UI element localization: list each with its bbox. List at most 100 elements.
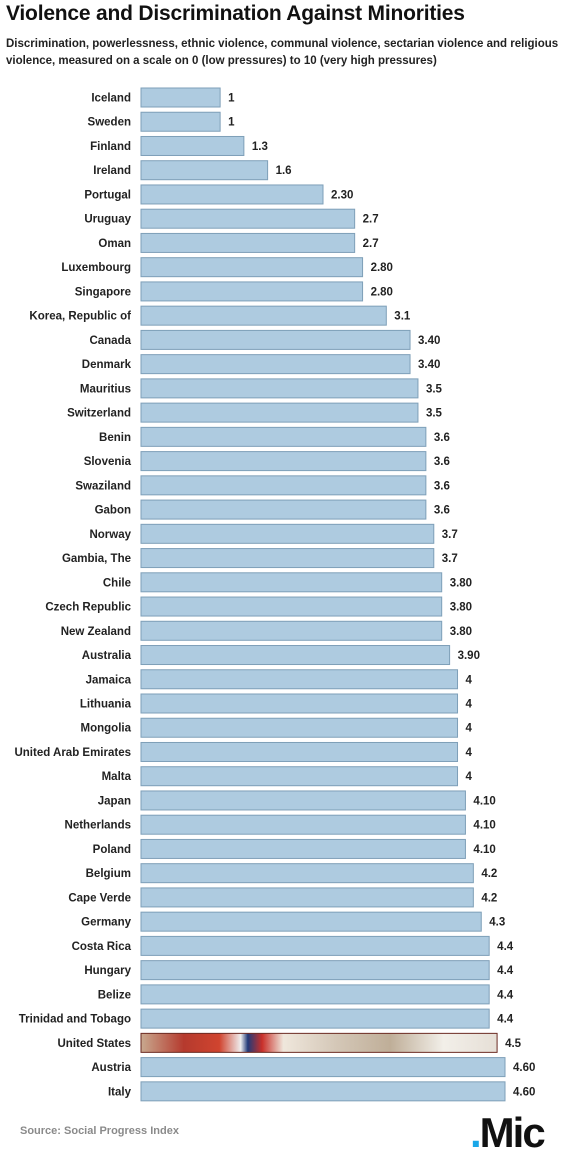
value-label-belize: 4.4: [497, 989, 514, 1001]
category-label-korea-republic-of: Korea, Republic of: [29, 311, 131, 323]
category-label-japan: Japan: [98, 795, 131, 807]
value-label-czech-republic: 3.80: [450, 602, 472, 614]
chart-subtitle: Discrimination, powerlessness, ethnic vi…: [6, 38, 559, 67]
category-label-sweden: Sweden: [88, 117, 131, 129]
bar-czech-republic: [140, 596, 443, 617]
category-label-singapore: Singapore: [75, 286, 131, 298]
category-label-slovenia: Slovenia: [84, 456, 132, 468]
value-label-lithuania: 4: [466, 699, 473, 711]
bar-denmark: [140, 354, 411, 375]
bar-slovenia: [140, 451, 427, 472]
category-label-uruguay: Uruguay: [84, 214, 131, 226]
bar-finland: [140, 135, 245, 156]
value-label-new-zealand: 3.80: [450, 626, 472, 638]
value-label-canada: 3.40: [418, 335, 440, 347]
value-label-australia: 3.90: [458, 650, 480, 662]
bar-italy: [140, 1081, 506, 1102]
category-label-hungary: Hungary: [84, 965, 131, 977]
value-label-norway: 3.7: [442, 529, 458, 541]
category-label-switzerland: Switzerland: [67, 408, 131, 420]
value-label-mongolia: 4: [466, 723, 473, 735]
bar-belize: [140, 984, 490, 1005]
category-label-finland: Finland: [90, 141, 131, 153]
bar-uruguay: [140, 208, 356, 229]
value-label-italy: 4.60: [513, 1086, 535, 1098]
bar-malta: [140, 766, 459, 787]
category-label-new-zealand: New Zealand: [61, 626, 131, 638]
value-label-gabon: 3.6: [434, 505, 450, 517]
category-label-netherlands: Netherlands: [65, 820, 131, 832]
category-label-poland: Poland: [93, 844, 131, 856]
value-label-united-arab-emirates: 4: [466, 747, 473, 759]
bar-japan: [140, 790, 466, 811]
value-label-slovenia: 3.6: [434, 456, 450, 468]
value-label-japan: 4.10: [473, 795, 495, 807]
bar-benin: [140, 426, 427, 447]
value-label-oman: 2.7: [363, 238, 379, 250]
category-label-australia: Australia: [82, 650, 132, 662]
bar-mauritius: [140, 378, 419, 399]
source-note: Source: Social Progress Index: [20, 1125, 179, 1137]
bar-gambia-the: [140, 548, 435, 569]
value-label-jamaica: 4: [466, 674, 473, 686]
value-label-benin: 3.6: [434, 432, 450, 444]
category-label-iceland: Iceland: [91, 93, 131, 105]
bar-oman: [140, 232, 356, 253]
category-label-gambia-the: Gambia, The: [62, 553, 131, 565]
value-label-belgium: 4.2: [481, 868, 497, 880]
bar-swaziland: [140, 475, 427, 496]
value-label-korea-republic-of: 3.1: [394, 311, 411, 323]
category-label-benin: Benin: [99, 432, 131, 444]
bar-austria: [140, 1057, 506, 1078]
category-label-italy: Italy: [108, 1086, 132, 1098]
value-label-denmark: 3.40: [418, 359, 440, 371]
logo-dot: .: [470, 1109, 482, 1156]
bar-australia: [140, 645, 451, 666]
bar-canada: [140, 329, 411, 350]
bar-belgium: [140, 863, 474, 884]
bar-netherlands: [140, 814, 466, 835]
value-label-swaziland: 3.6: [434, 480, 450, 492]
bar-germany: [140, 911, 482, 932]
bar-norway: [140, 523, 435, 544]
logo-text: Mic: [479, 1109, 546, 1156]
bar-costa-rica: [140, 935, 490, 956]
category-label-cape-verde: Cape Verde: [68, 892, 131, 904]
category-label-united-states: United States: [58, 1038, 132, 1050]
category-label-germany: Germany: [81, 917, 131, 929]
bar-korea-republic-of: [140, 305, 387, 326]
bar-poland: [140, 838, 466, 859]
category-label-mongolia: Mongolia: [81, 723, 132, 735]
value-label-united-states: 4.5: [505, 1038, 522, 1050]
bar-chile: [140, 572, 443, 593]
category-label-malta: Malta: [102, 771, 132, 783]
category-label-chile: Chile: [103, 577, 131, 589]
category-label-jamaica: Jamaica: [86, 674, 132, 686]
bar-new-zealand: [140, 620, 443, 641]
bar-jamaica: [140, 669, 459, 690]
bar-iceland: [140, 87, 221, 108]
category-label-denmark: Denmark: [82, 359, 132, 371]
bar-luxembourg: [140, 257, 364, 278]
value-label-uruguay: 2.7: [363, 214, 379, 226]
mic-logo: .Mic: [470, 1108, 546, 1158]
bar-gabon: [140, 499, 427, 520]
category-label-swaziland: Swaziland: [75, 480, 131, 492]
value-label-austria: 4.60: [513, 1062, 535, 1074]
value-label-switzerland: 3.5: [426, 408, 443, 420]
category-label-gabon: Gabon: [95, 505, 131, 517]
category-label-czech-republic: Czech Republic: [45, 602, 131, 614]
bar-cape-verde: [140, 887, 474, 908]
value-label-gambia-the: 3.7: [442, 553, 458, 565]
value-label-cape-verde: 4.2: [481, 892, 497, 904]
category-label-belgium: Belgium: [86, 868, 131, 880]
bar-singapore: [140, 281, 364, 302]
value-label-trinidad-and-tobago: 4.4: [497, 1014, 514, 1026]
value-label-mauritius: 3.5: [426, 383, 443, 395]
bar-switzerland: [140, 402, 419, 423]
category-label-trinidad-and-tobago: Trinidad and Tobago: [19, 1014, 131, 1026]
value-label-hungary: 4.4: [497, 965, 514, 977]
bars-group: Iceland 1 Sweden 1 Finland 1.3 Ireland 1.6 Portu…: [14, 87, 535, 1102]
category-label-portugal: Portugal: [84, 189, 131, 201]
value-label-poland: 4.10: [473, 844, 495, 856]
